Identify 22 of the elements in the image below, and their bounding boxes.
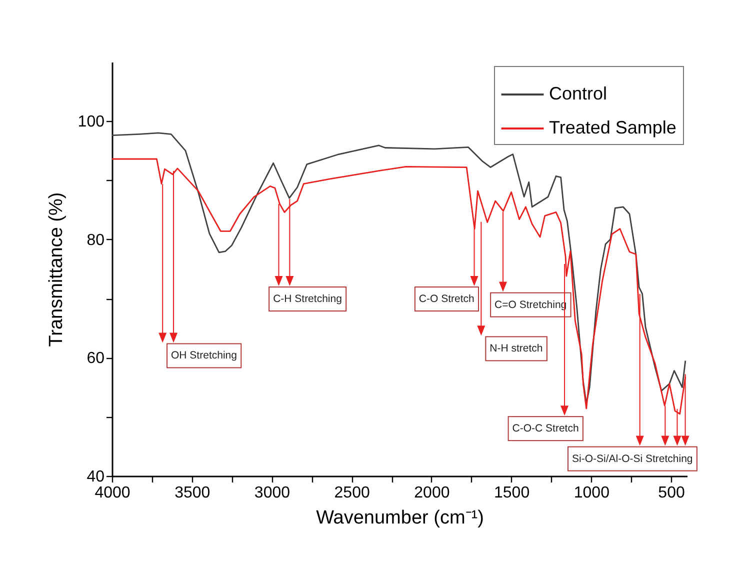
annotation: OH Stretching xyxy=(171,350,238,362)
x-tick-label: 2000 xyxy=(414,484,450,502)
y-tick-label: 80 xyxy=(86,232,105,249)
y-axis-title: Transmittance (%) xyxy=(46,192,67,347)
annotation: N-H stretch xyxy=(490,342,543,355)
x-tick-label: 1500 xyxy=(494,484,530,502)
x-tick-label: 2500 xyxy=(334,484,370,502)
annotation: C-O-C Stretch xyxy=(512,422,579,435)
legend-label: Treated Sample xyxy=(549,118,676,138)
annotation: Si-O-Si/Al-O-Si Stretching xyxy=(572,452,693,465)
x-tick-label: 500 xyxy=(658,484,685,502)
x-tick-label: 1000 xyxy=(574,484,610,502)
x-tick-label: 4000 xyxy=(94,484,130,502)
x-axis-title: Wavenumber (cm⁻¹) xyxy=(316,508,484,528)
x-tick-label: 3500 xyxy=(174,484,210,502)
annotation: C-H Stretching xyxy=(273,293,342,306)
annotation: C-O Stretch xyxy=(418,293,475,306)
y-tick-label: 60 xyxy=(86,350,105,368)
y-tick-label: 40 xyxy=(86,468,105,486)
y-tick-label: 100 xyxy=(78,114,105,131)
x-tick-label: 3000 xyxy=(254,484,290,502)
legend-label: Control xyxy=(549,84,608,104)
